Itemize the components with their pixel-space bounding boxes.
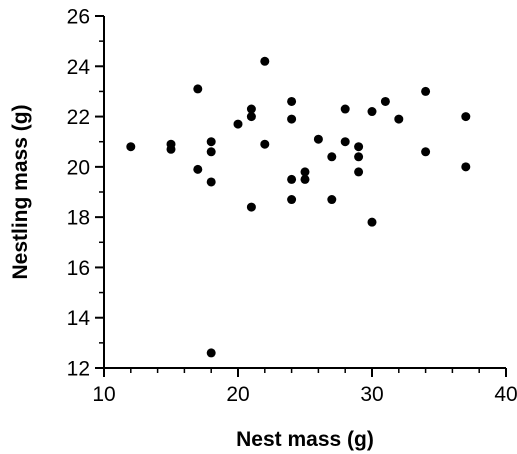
data-point — [260, 56, 270, 66]
data-point — [354, 152, 364, 162]
data-point — [193, 84, 203, 94]
data-point — [246, 104, 256, 114]
x-tick-label: 10 — [92, 383, 115, 406]
data-point — [126, 142, 136, 152]
data-point — [260, 139, 270, 149]
data-point — [340, 137, 350, 147]
data-points — [126, 56, 471, 358]
y-tick-label: 12 — [67, 358, 90, 381]
y-ticks: 12 14 16 18 20 22 24 26 — [67, 6, 104, 381]
x-axis-title: Nest mass (g) — [236, 428, 374, 451]
data-point — [354, 167, 364, 177]
data-point — [394, 114, 404, 124]
data-point — [193, 164, 203, 174]
data-point — [461, 162, 471, 172]
y-tick-label: 14 — [67, 307, 91, 330]
data-point — [461, 112, 471, 122]
data-point — [206, 348, 216, 358]
data-point — [421, 86, 431, 96]
data-point — [380, 96, 390, 106]
x-tick-label: 30 — [360, 383, 383, 406]
data-point — [313, 134, 323, 144]
y-axis-title: Nestling mass (g) — [9, 104, 32, 279]
data-point — [287, 114, 297, 124]
y-tick-label: 26 — [67, 6, 90, 29]
y-tick-label: 16 — [67, 257, 90, 280]
axes — [103, 16, 506, 369]
y-tick-label: 18 — [67, 207, 90, 230]
y-tick-label: 20 — [67, 156, 90, 179]
data-point — [206, 177, 216, 187]
data-point — [246, 112, 256, 122]
data-point — [300, 167, 310, 177]
data-point — [206, 137, 216, 147]
x-tick-label: 20 — [226, 383, 249, 406]
data-point — [287, 96, 297, 106]
data-point — [340, 104, 350, 114]
data-point — [166, 139, 176, 149]
y-tick-label: 22 — [67, 106, 90, 129]
data-point — [354, 142, 364, 152]
data-point — [367, 107, 377, 117]
data-point — [421, 147, 431, 157]
data-point — [246, 202, 256, 212]
data-point — [206, 147, 216, 157]
data-point — [287, 174, 297, 184]
data-point — [367, 217, 377, 227]
data-point — [233, 119, 243, 129]
x-tick-label: 40 — [494, 383, 517, 406]
data-point — [300, 174, 310, 184]
x-ticks: 10 20 30 40 — [92, 368, 517, 406]
y-tick-label: 24 — [67, 56, 91, 79]
data-point — [327, 195, 337, 205]
data-point — [287, 195, 297, 205]
data-point — [327, 152, 337, 162]
